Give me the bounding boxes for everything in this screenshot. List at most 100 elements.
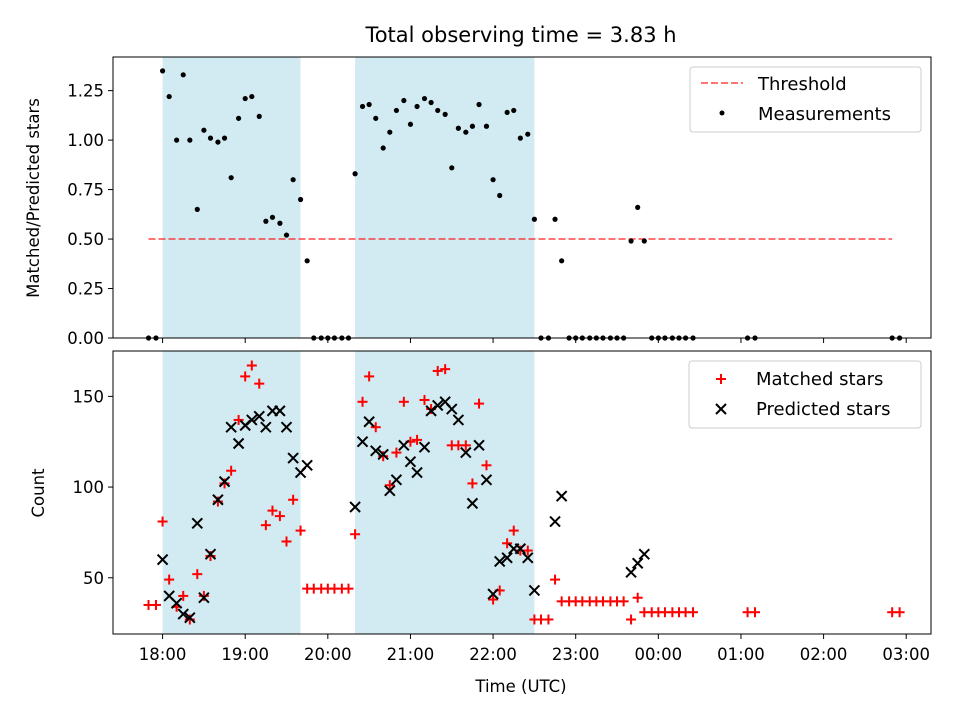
- matched-stars-point: [246, 360, 257, 371]
- measurements-point: [221, 135, 228, 141]
- observing-bands: [162, 351, 535, 634]
- x-tick-label: 23:00: [552, 645, 600, 664]
- matched-stars-point: [267, 505, 278, 516]
- predicted-stars-point: [218, 475, 231, 488]
- predicted-stars-point: [473, 439, 485, 452]
- bottom-x-ticks: 18:00 19:00 20:00 21:00 22:00 23:00 00:00 01:00…: [139, 634, 930, 664]
- bottom-legend-frame: [688, 360, 922, 429]
- y-tick-label: 0.25: [67, 280, 104, 299]
- predicted-stars-point: [404, 455, 417, 468]
- measurements-point: [235, 115, 242, 121]
- measurements-point: [635, 204, 641, 210]
- x-tick-label: 02:00: [800, 645, 848, 664]
- predicted-stars-point: [555, 490, 568, 502]
- measurements-point: [387, 129, 393, 135]
- measurements-point: [297, 196, 304, 203]
- matched-stars-point: [357, 396, 368, 407]
- x-tick-label: 19:00: [221, 645, 269, 664]
- x-tick-label: 22:00: [469, 645, 517, 664]
- matched-stars-point: [192, 569, 203, 580]
- measurements-point: [373, 115, 379, 121]
- measurements-point: [290, 177, 296, 183]
- legend-predicted-swatch: [715, 403, 727, 415]
- x-tick-label: 20:00: [304, 645, 352, 664]
- matched-stars-point: [205, 550, 216, 561]
- measurements-point: [194, 206, 200, 212]
- x-tick-label: 18:00: [139, 645, 187, 664]
- measurements-point: [511, 107, 517, 114]
- matched-stars-point: [370, 422, 381, 433]
- matched-stars-point: [164, 574, 175, 585]
- matched-stars-point: [343, 583, 354, 594]
- measurements-point: [215, 139, 221, 145]
- matched-stars-point: [150, 599, 161, 610]
- observing-bands: [162, 57, 535, 338]
- bottom-y-axis-label: Count: [29, 468, 48, 518]
- matched-stars-point: [398, 396, 409, 407]
- matched-stars-point: [391, 447, 402, 458]
- matched-stars-point: [260, 520, 271, 531]
- measurements-point: [366, 101, 372, 108]
- predicted-stars-point: [377, 448, 389, 461]
- measurements-point: [407, 121, 414, 127]
- matched-stars-point: [233, 414, 244, 425]
- matched-stars-point: [894, 607, 905, 618]
- matched-stars-point: [474, 398, 485, 409]
- predicted-stars-point: [184, 611, 196, 624]
- matched-stars-point: [295, 525, 306, 536]
- x-tick-label: 21:00: [387, 645, 435, 664]
- top-legend-frame: [689, 66, 922, 133]
- measurements-point: [559, 258, 565, 264]
- y-tick-label: 50: [83, 569, 104, 588]
- predicted-stars-point: [287, 452, 299, 464]
- measurements-point: [469, 123, 476, 129]
- predicted-stars-point: [363, 416, 375, 428]
- measurements-point: [187, 137, 193, 143]
- bottom-y-ticks: 50 100 150: [73, 387, 113, 588]
- predicted-stars-point: [370, 445, 382, 457]
- measurements-point: [463, 129, 469, 135]
- matched-stars-point: [688, 607, 699, 618]
- measurements-point: [277, 220, 283, 226]
- matched-stars-point: [508, 525, 519, 536]
- matched-stars-point: [254, 378, 265, 389]
- predicted-stars-point: [246, 414, 258, 426]
- predicted-stars-point: [177, 608, 189, 620]
- matched-stars-point: [618, 596, 629, 607]
- predicted-stars-point: [191, 517, 203, 530]
- predicted-stars-point: [390, 474, 403, 486]
- matched-stars-point: [384, 480, 395, 491]
- measurements-point: [421, 95, 428, 102]
- y-tick-label: 0.50: [67, 230, 104, 249]
- ratio-series: [145, 68, 903, 341]
- matched-stars-point: [240, 371, 251, 382]
- predicted-stars-point: [260, 421, 272, 433]
- predicted-stars-point: [225, 421, 237, 433]
- matched-stars-point: [412, 434, 423, 445]
- matched-stars-point: [274, 511, 285, 522]
- predicted-stars-point: [280, 421, 293, 433]
- predicted-stars-point: [301, 459, 313, 471]
- bottom-panel-frame: [112, 350, 932, 635]
- predicted-stars-point: [212, 494, 224, 506]
- matched-stars-point: [467, 478, 478, 489]
- measurements-point: [455, 125, 461, 131]
- measurements-point: [283, 232, 290, 238]
- predicted-stars-point: [452, 414, 465, 426]
- y-tick-label: 1.25: [67, 82, 104, 101]
- predicted-stars-point: [253, 410, 265, 423]
- top-legend: Threshold Measurements: [689, 66, 922, 133]
- observing-band-1: [162, 57, 301, 338]
- measurements-point: [242, 95, 248, 102]
- matched-stars-point: [226, 465, 237, 476]
- measurements-point: [207, 135, 214, 141]
- measurements-point: [256, 113, 262, 119]
- measurements-point: [483, 123, 490, 129]
- top-y-axis-label: Matched/Predicted stars: [24, 98, 43, 298]
- measurements-point: [304, 258, 310, 264]
- matched-stars-point: [502, 538, 513, 549]
- predicted-stars-point: [432, 399, 444, 412]
- predicted-stars-point: [501, 552, 513, 564]
- measurements-point: [359, 103, 366, 110]
- y-tick-label: 100: [73, 478, 105, 497]
